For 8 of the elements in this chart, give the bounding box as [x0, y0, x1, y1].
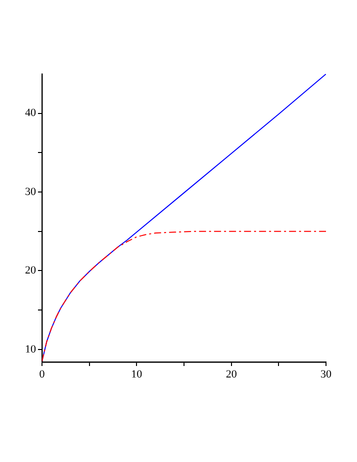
y-tick-label: 10 — [25, 343, 36, 356]
x-tick-label: 30 — [320, 368, 332, 380]
x-tick-label: 20 — [226, 368, 238, 380]
y-tick-label: 20 — [25, 264, 36, 277]
x-tick-label: 10 — [131, 368, 143, 380]
y-tick-label: 40 — [25, 107, 36, 120]
x-tick-label: 0 — [39, 368, 46, 380]
y-tick-label: 30 — [25, 186, 36, 198]
